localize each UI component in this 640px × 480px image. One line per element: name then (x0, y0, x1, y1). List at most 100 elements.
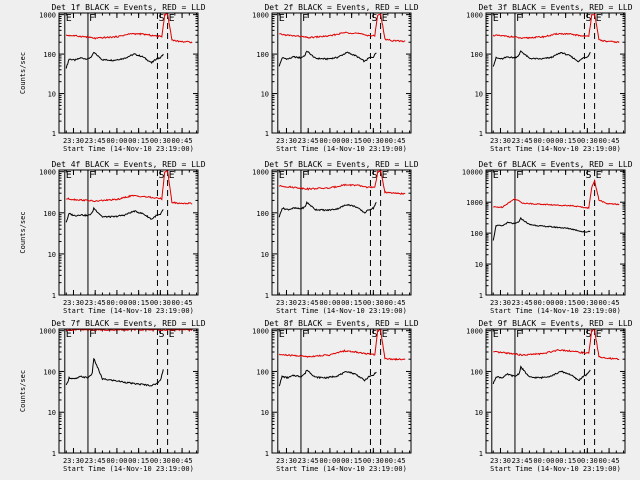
y-tick-label: 1 (479, 450, 483, 458)
y-tick-label: 1 (479, 292, 483, 300)
x-tick-label: 00:00 (319, 137, 340, 145)
x-tick-label: 00:00 (319, 457, 340, 465)
y-tick-label: 1000 (39, 328, 56, 336)
y-tick-label: 1 (52, 292, 56, 300)
chart-title: Det 8f BLACK = Events, RED = LLD (264, 319, 418, 328)
y-tick-label: 1000 (39, 12, 56, 20)
series-line (278, 369, 377, 387)
marker-label: S (585, 329, 591, 340)
y-tick-label: 1000 (252, 328, 269, 336)
chart-title: Det 1f BLACK = Events, RED = LLD (51, 3, 205, 12)
marker-label: E (279, 329, 285, 340)
marker-label: S (371, 13, 377, 24)
x-tick-label: 00:45 (172, 457, 193, 465)
x-tick-label: 00:45 (172, 137, 193, 145)
y-tick-label: 10 (475, 91, 483, 99)
chart-title: Det 7f BLACK = Events, RED = LLD (51, 319, 205, 328)
marker-label: E (596, 329, 602, 340)
series-line (278, 50, 377, 67)
marker-label: E (169, 329, 175, 340)
x-tick-label: 23:45 (298, 457, 319, 465)
x-tick-label: 00:45 (385, 299, 406, 307)
marker-label: S (158, 13, 164, 24)
marker-label: S (371, 170, 377, 181)
series-line (278, 328, 406, 361)
x-tick-label: 23:45 (298, 137, 319, 145)
x-tick-label: 00:15 (555, 137, 576, 145)
y-axis-label: Counts/sec (19, 52, 27, 94)
x-tick-label: 23:30 (63, 457, 84, 465)
chart-title: Det 3f BLACK = Events, RED = LLD (478, 3, 632, 12)
plot-frame (271, 328, 412, 454)
plot-frame (485, 12, 626, 134)
y-tick-label: 100 (256, 368, 269, 376)
x-tick-label: 23:30 (490, 137, 511, 145)
x-axis-label: Start Time (14-Nov-10 23:19:00) (63, 145, 194, 153)
x-tick-label: 00:45 (385, 457, 406, 465)
x-axis-label: Start Time (14-Nov-10 23:19:00) (276, 465, 407, 473)
y-tick-label: 1 (52, 450, 56, 458)
x-tick-label: 00:00 (319, 299, 340, 307)
marker-label: F (516, 170, 522, 181)
y-tick-label: 1 (265, 292, 269, 300)
series-line (65, 13, 193, 44)
marker-label: S (371, 329, 377, 340)
marker-label: E (382, 13, 388, 24)
y-tick-label: 100 (470, 51, 483, 59)
marker-label: E (382, 329, 388, 340)
y-tick-label: 1000 (466, 12, 483, 20)
x-tick-label: 00:30 (577, 457, 598, 465)
series-line (492, 13, 620, 44)
y-tick-label: 10 (261, 251, 269, 259)
marker-label: E (66, 13, 72, 24)
marker-label: F (302, 329, 308, 340)
marker-label: F (89, 13, 95, 24)
x-tick-label: 00:15 (128, 137, 149, 145)
marker-label: E (596, 13, 602, 24)
marker-label: S (585, 170, 591, 181)
series-line (279, 12, 406, 43)
x-tick-label: 00:30 (150, 457, 171, 465)
y-tick-label: 100 (43, 368, 56, 376)
y-tick-label: 1 (52, 130, 56, 138)
marker-label: F (516, 13, 522, 24)
chart-title: Det 6f BLACK = Events, RED = LLD (478, 160, 632, 169)
marker-label: E (279, 170, 285, 181)
x-tick-label: 00:00 (106, 137, 127, 145)
x-tick-label: 00:00 (533, 299, 554, 307)
y-tick-label: 10 (48, 251, 56, 259)
chart-title: Det 5f BLACK = Events, RED = LLD (264, 160, 418, 169)
series-line (65, 206, 164, 223)
x-tick-label: 00:45 (599, 137, 620, 145)
marker-label: F (89, 329, 95, 340)
x-tick-label: 00:30 (363, 137, 384, 145)
x-axis-label: Start Time (14-Nov-10 23:19:00) (276, 307, 407, 315)
x-tick-label: 23:45 (85, 299, 106, 307)
plot-frame (271, 12, 412, 134)
x-tick-label: 23:30 (63, 299, 84, 307)
plot-frame (58, 328, 199, 454)
marker-label: F (302, 13, 308, 24)
x-tick-label: 00:00 (533, 457, 554, 465)
marker-label: F (516, 329, 522, 340)
x-tick-label: 00:45 (172, 299, 193, 307)
x-tick-label: 00:30 (363, 299, 384, 307)
plot-frame (58, 12, 199, 134)
series-line (278, 168, 406, 196)
x-tick-label: 00:15 (341, 137, 362, 145)
x-tick-label: 23:45 (512, 137, 533, 145)
x-tick-label: 23:45 (298, 299, 319, 307)
x-tick-label: 00:15 (128, 457, 149, 465)
y-tick-label: 10 (48, 91, 56, 99)
x-tick-label: 23:30 (276, 457, 297, 465)
marker-label: E (493, 13, 499, 24)
x-tick-label: 23:45 (512, 457, 533, 465)
marker-label: E (279, 13, 285, 24)
y-tick-label: 1000 (252, 12, 269, 20)
chart-title: Det 9f BLACK = Events, RED = LLD (478, 319, 632, 328)
x-axis-label: Start Time (14-Nov-10 23:19:00) (276, 145, 407, 153)
y-tick-label: 1 (265, 130, 269, 138)
marker-label: E (596, 170, 602, 181)
plot-frame (485, 328, 626, 454)
